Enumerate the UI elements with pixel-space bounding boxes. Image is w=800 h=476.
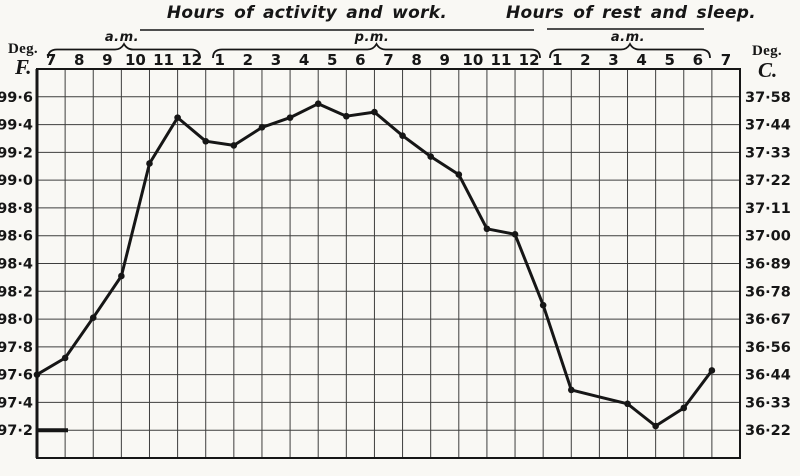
fahrenheit-tick-label: 98·4 — [0, 257, 33, 273]
left-axis-unit-word: Deg. — [8, 41, 38, 57]
data-point — [371, 108, 378, 116]
fahrenheit-tick-label: 99·6 — [0, 90, 33, 106]
hour-label: 9 — [440, 51, 450, 69]
hour-label: 3 — [608, 51, 618, 69]
hour-label: 10 — [125, 51, 146, 69]
hour-label: 10 — [462, 51, 483, 69]
celsius-tick-label: 36·33 — [745, 395, 791, 411]
hour-label: 11 — [153, 51, 174, 69]
hour-label: 12 — [181, 51, 202, 69]
data-point — [314, 100, 322, 108]
hour-label: 6 — [693, 51, 703, 69]
hour-label: 12 — [519, 51, 540, 69]
fahrenheit-tick-label: 98·8 — [0, 201, 33, 217]
hour-label: 5 — [664, 51, 674, 69]
data-point — [539, 301, 547, 309]
fahrenheit-tick-label: 98·6 — [0, 229, 33, 245]
data-point — [455, 171, 463, 178]
title-hours-of-rest: Hours of rest and sleep. — [506, 3, 756, 23]
data-point — [708, 367, 716, 374]
hour-label: 2 — [243, 51, 253, 69]
data-point — [483, 225, 491, 233]
fahrenheit-labels: 99·6 99·4 99·2 99·0 98·8 98·6 98·4 98·2 98·0 97·8… — [0, 90, 33, 439]
brace-am-morning — [47, 42, 201, 59]
fahrenheit-tick-label: 98·0 — [0, 312, 33, 328]
fahrenheit-tick-label: 97·4 — [0, 395, 33, 411]
hour-label: 11 — [491, 51, 512, 69]
data-point — [343, 112, 350, 120]
grid-lines — [37, 69, 740, 458]
data-point — [680, 404, 688, 412]
hour-label: 2 — [580, 51, 590, 69]
data-point — [399, 132, 406, 139]
hour-label: 4 — [299, 51, 309, 69]
section-label-am-night: a.m. — [610, 30, 646, 45]
data-point-markers — [33, 100, 716, 430]
hour-labels: 7 8 9 10 11 12 1 2 3 4 5 6 7 8 9 10 11 12 1 2 3 4 5 6 7 — [46, 51, 731, 69]
data-point — [511, 231, 519, 238]
data-point — [202, 137, 210, 145]
left-axis-unit-letter: F. — [15, 55, 32, 79]
fahrenheit-tick-label: 99·4 — [0, 118, 33, 134]
hour-label: 6 — [355, 51, 365, 69]
section-label-am-morning: a.m. — [104, 30, 140, 45]
data-point — [146, 160, 153, 167]
celsius-tick-label: 36·67 — [745, 312, 791, 328]
section-label-pm: p.m. — [354, 30, 390, 45]
fahrenheit-tick-label: 98·2 — [0, 284, 33, 300]
celsius-tick-label: 36·22 — [745, 423, 791, 439]
celsius-tick-label: 37·22 — [745, 173, 791, 189]
brace-pm — [212, 42, 541, 59]
celsius-tick-label: 36·44 — [745, 368, 791, 384]
celsius-tick-label: 37·11 — [745, 201, 791, 217]
fahrenheit-tick-label: 97·8 — [0, 340, 33, 356]
celsius-tick-label: 37·00 — [745, 229, 791, 245]
data-point — [230, 142, 238, 149]
celsius-labels: 37·58 37·44 37·33 37·22 37·11 37·00 36·89 36·78… — [745, 90, 791, 439]
fahrenheit-tick-label: 99·0 — [0, 173, 33, 189]
hour-label: 7 — [721, 51, 731, 69]
hour-label: 4 — [636, 51, 646, 69]
celsius-tick-label: 37·58 — [745, 90, 791, 106]
hour-label: 8 — [411, 51, 421, 69]
hour-label: 7 — [383, 51, 393, 69]
data-point — [286, 114, 294, 121]
hour-label: 7 — [46, 51, 56, 69]
hour-label: 8 — [74, 51, 84, 69]
data-point — [567, 386, 575, 394]
right-axis-unit-word: Deg. — [752, 43, 782, 59]
fahrenheit-tick-label: 97·2 — [0, 423, 33, 439]
data-point — [258, 124, 266, 131]
title-hours-of-activity: Hours of activity and work. — [166, 3, 448, 23]
data-point — [61, 354, 69, 362]
hour-label: 1 — [552, 51, 562, 69]
right-axis-unit-letter: C. — [758, 58, 778, 82]
data-point — [624, 400, 631, 408]
celsius-tick-label: 36·89 — [745, 257, 791, 273]
hour-label: 1 — [215, 51, 225, 69]
data-point — [652, 422, 659, 430]
hour-label: 9 — [102, 51, 112, 69]
fahrenheit-tick-label: 97·6 — [0, 368, 33, 384]
data-point — [174, 114, 181, 121]
hour-label: 5 — [327, 51, 337, 69]
celsius-tick-label: 36·78 — [745, 284, 791, 300]
hour-label: 3 — [271, 51, 281, 69]
data-point — [89, 314, 97, 321]
fahrenheit-tick-label: 99·2 — [0, 145, 33, 161]
celsius-tick-label: 36·56 — [745, 340, 791, 356]
brace-am-night — [549, 42, 711, 59]
celsius-tick-label: 37·44 — [745, 118, 791, 134]
data-point — [118, 272, 125, 280]
celsius-tick-label: 37·33 — [745, 145, 791, 161]
data-point — [33, 371, 41, 378]
data-point — [427, 153, 434, 160]
